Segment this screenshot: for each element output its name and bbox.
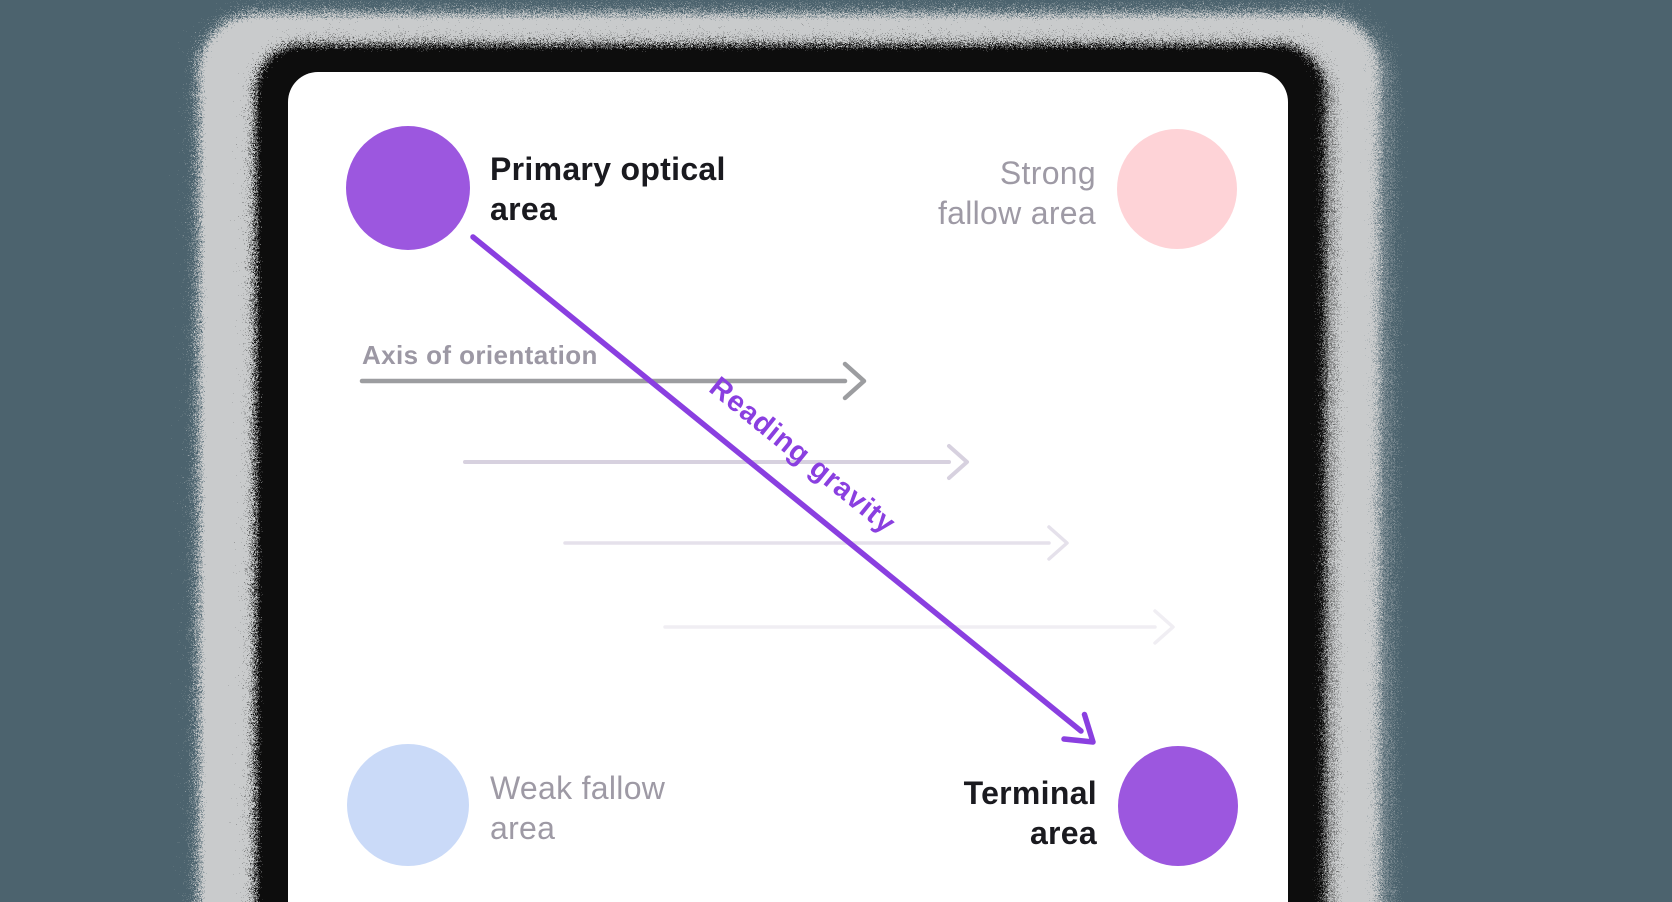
reading-gravity-head bbox=[1061, 711, 1096, 745]
weak-fallow-area-label-line2: area bbox=[490, 810, 556, 846]
weak-fallow-area-label: Weak fallow area bbox=[490, 768, 665, 848]
primary-optical-area-circle bbox=[346, 126, 470, 250]
weak-fallow-area-label-line1: Weak fallow bbox=[490, 770, 666, 806]
reading-gravity-line bbox=[470, 234, 1084, 734]
terminal-area-circle bbox=[1118, 746, 1238, 866]
axis-arrow-2 bbox=[463, 444, 969, 480]
axis-arrow-3-head bbox=[1047, 525, 1069, 561]
axis-arrow-3 bbox=[563, 525, 1069, 561]
strong-fallow-area-circle bbox=[1117, 129, 1237, 249]
axis-arrow-4 bbox=[663, 609, 1175, 645]
reading-gravity-arrow bbox=[470, 234, 1096, 745]
weak-fallow-area-circle bbox=[347, 744, 469, 866]
primary-optical-area-label-line2: area bbox=[490, 191, 558, 227]
terminal-area-label-line1: Terminal bbox=[963, 775, 1097, 811]
axis-arrow-4-head bbox=[1153, 609, 1175, 645]
axis-arrow-1 bbox=[359, 361, 867, 401]
terminal-area-label: Terminal area bbox=[964, 773, 1097, 853]
strong-fallow-area-label-line1: Strong bbox=[999, 155, 1096, 191]
axis-of-orientation-label: Axis of orientation bbox=[362, 340, 598, 370]
terminal-area-label-line2: area bbox=[1029, 815, 1097, 851]
axis-arrow-2-head bbox=[947, 444, 969, 480]
strong-fallow-area-label-line2: fallow area bbox=[937, 195, 1096, 231]
primary-optical-area-label-line1: Primary optical bbox=[490, 151, 726, 187]
primary-optical-area-label: Primary optical area bbox=[490, 149, 726, 229]
axis-arrow-1-head bbox=[842, 361, 867, 401]
strong-fallow-area-label: Strong fallow area bbox=[938, 153, 1096, 233]
